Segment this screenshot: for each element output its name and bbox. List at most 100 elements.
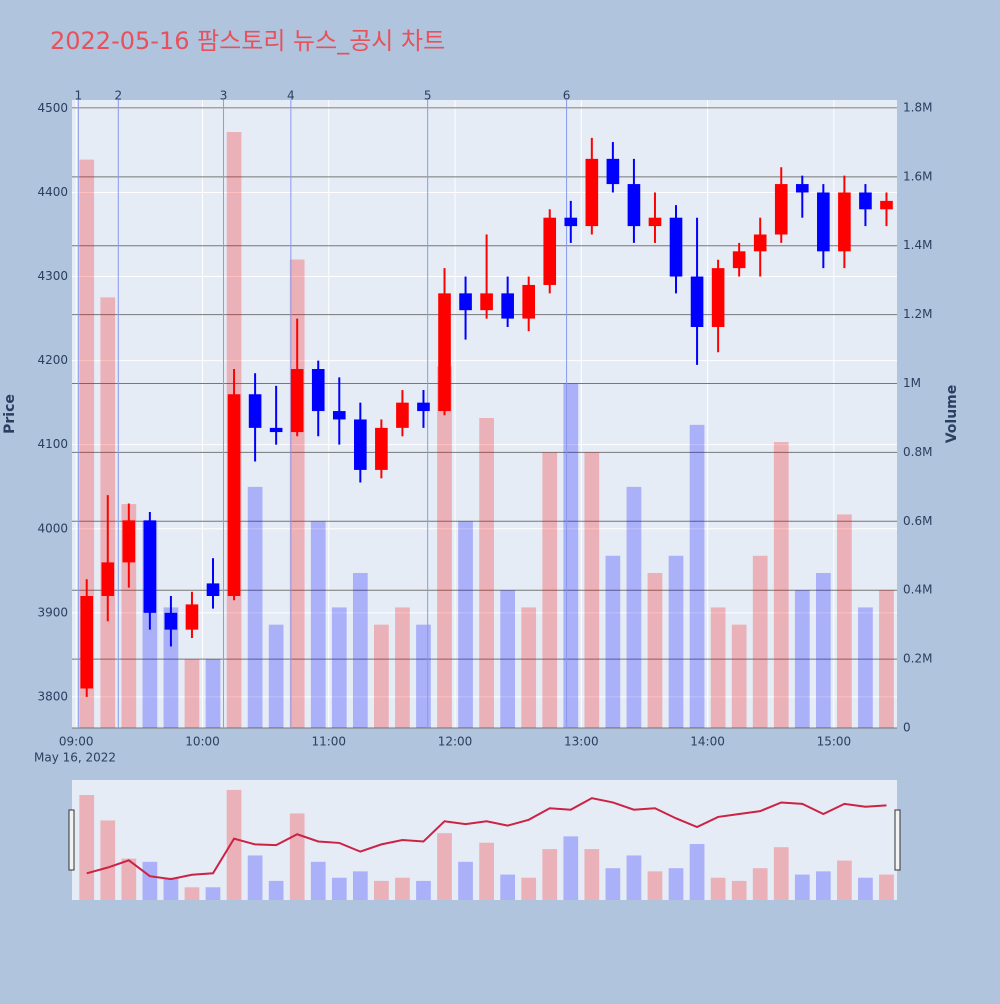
candle-body [543, 217, 557, 285]
slider-price-line [86, 797, 887, 881]
y-tick-label: 4400 [37, 185, 68, 199]
volume-bar [395, 607, 410, 728]
candle-body [690, 276, 704, 327]
slider-volume-bar [500, 874, 516, 900]
candle-body [354, 419, 367, 470]
candle-body [817, 192, 830, 252]
volume-bar [542, 452, 558, 728]
volume-bar [879, 590, 894, 728]
volume-bar [247, 486, 263, 728]
slider-volume-bar [479, 842, 494, 900]
volume-bar [710, 607, 726, 728]
volume-bar [268, 624, 284, 728]
candle-body [606, 158, 620, 185]
candle-body [311, 369, 325, 412]
x-tick-label: 12:00 [438, 735, 473, 749]
candle-body [669, 217, 683, 277]
slider-volume-bar [100, 820, 116, 900]
chart-title: 2022-05-16 팜스토리 뉴스_공시 차트 [50, 27, 445, 55]
news-label: 3 [220, 89, 228, 103]
candle-body [564, 217, 578, 227]
slider-volume-bar [374, 880, 389, 900]
slider-volume-bar [731, 880, 747, 900]
slider-volume-bar [310, 861, 326, 900]
volume-bar [374, 624, 389, 728]
slider-volume-bar [563, 836, 579, 900]
y-tick-label: 4300 [37, 269, 68, 283]
slider-volume-bar [668, 868, 684, 900]
slider-volume-bar [752, 868, 768, 900]
y2-tick-label: 0.2M [903, 652, 932, 666]
slider-volume-bar [773, 847, 789, 900]
slider-volume-bar [395, 877, 410, 900]
y-axis-title: Price [2, 394, 18, 434]
plot-area [72, 100, 897, 728]
volume-bar [500, 590, 516, 728]
candle-body [101, 562, 115, 597]
slider-volume-bar [331, 877, 347, 900]
candle-body [122, 520, 136, 563]
y-tick-label: 3800 [37, 689, 68, 703]
slider-volume-bar [142, 861, 158, 900]
candle-body [227, 394, 241, 597]
volume-bar [163, 607, 179, 728]
candle-body [185, 604, 199, 630]
slider-volume-bar [815, 871, 831, 900]
y-tick-label: 3900 [37, 605, 68, 619]
news-label: 1 [74, 89, 82, 103]
candle-body [585, 158, 599, 227]
news-label: 6 [563, 89, 571, 103]
volume-bar [584, 452, 600, 728]
volume-bar [858, 607, 873, 728]
y2-tick-label: 1.8M [903, 100, 932, 114]
candle-body [164, 612, 178, 630]
volume-bar [647, 572, 663, 728]
candle-body [648, 217, 662, 227]
candle-body [290, 369, 304, 433]
volume-bar [752, 555, 768, 728]
news-label: 4 [287, 89, 295, 103]
slider-handle[interactable] [894, 809, 901, 871]
x-tick-label: 09:00 [59, 735, 94, 749]
x-tick-label: 13:00 [564, 735, 599, 749]
slider-volume-bar [794, 874, 810, 900]
volume-bar [773, 442, 789, 728]
slider-handle[interactable] [68, 809, 75, 871]
slider-volume-bar [79, 795, 95, 900]
volume-bar [79, 159, 95, 729]
volume-bar [689, 424, 705, 728]
y-tick-label: 4000 [37, 521, 68, 535]
volume-bar [731, 624, 747, 728]
x-tick-label: 14:00 [690, 735, 725, 749]
slider-volume-bar [858, 877, 873, 900]
candle-body [480, 293, 493, 311]
y2-tick-label: 1.2M [903, 307, 932, 321]
range-slider[interactable] [72, 780, 897, 900]
y2-axis-title: Volume [944, 385, 960, 444]
candle-body [795, 184, 809, 193]
x-tick-label: 11:00 [311, 735, 346, 749]
volume-bar [416, 624, 431, 728]
x-tick-label: 15:00 [817, 735, 852, 749]
slider-volume-bar [626, 855, 642, 900]
news-label: 5 [424, 89, 432, 103]
volume-bar [205, 659, 221, 728]
y2-tick-label: 0.4M [903, 583, 932, 597]
slider-volume-bar [458, 861, 473, 900]
candle-body [732, 251, 746, 269]
y2-tick-label: 0.8M [903, 445, 932, 459]
candle-body [838, 192, 851, 252]
candle-body [80, 596, 94, 689]
y2-tick-label: 1.6M [903, 169, 932, 183]
volume-bar [479, 417, 494, 728]
candle-body [332, 411, 346, 420]
slider-volume-bar [689, 844, 705, 900]
candle-body [248, 394, 262, 428]
slider-volume-bar [289, 813, 305, 900]
volume-bar [837, 514, 852, 728]
x-date-label: May 16, 2022 [34, 751, 116, 765]
volume-bar [563, 383, 579, 728]
slider-volume-bar [605, 868, 621, 900]
y2-tick-label: 0 [903, 721, 911, 735]
